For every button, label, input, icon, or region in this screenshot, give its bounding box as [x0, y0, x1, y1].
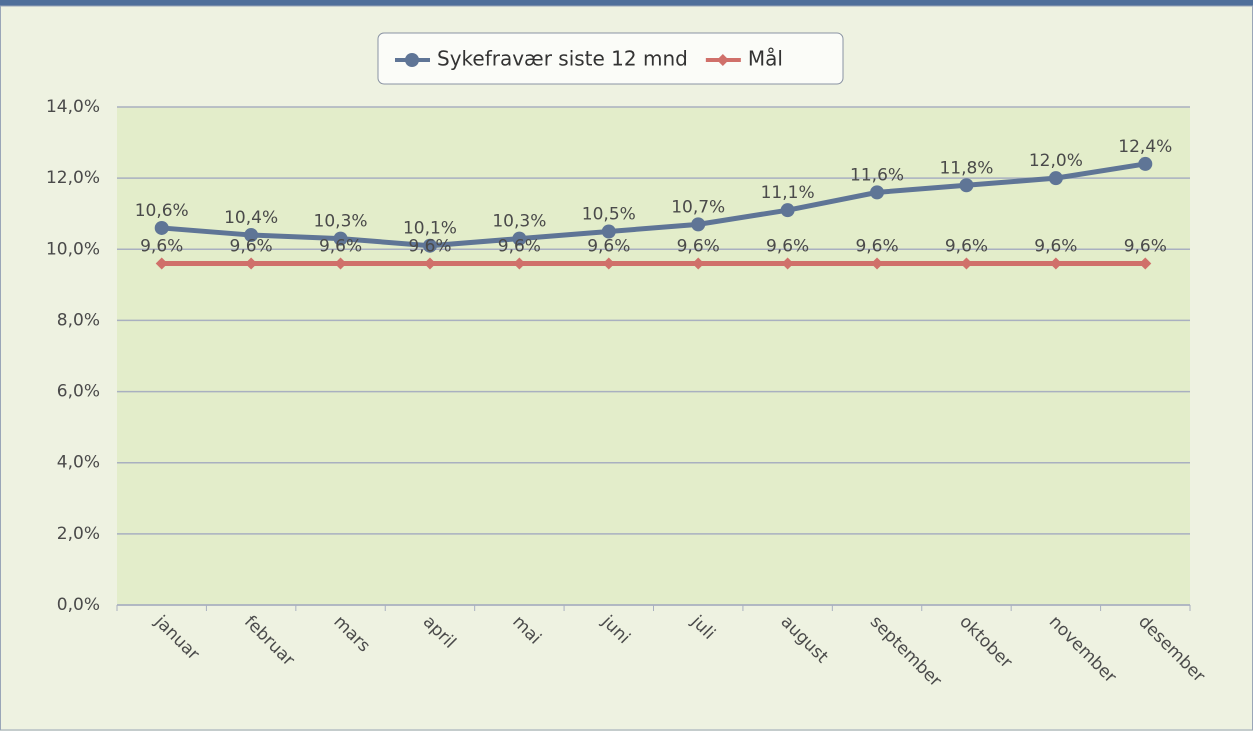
point: [512, 231, 527, 246]
data-label: 9,6%: [140, 237, 183, 257]
point: [154, 220, 169, 235]
data-label: 9,6%: [587, 237, 630, 257]
point: [692, 257, 705, 270]
data-label: 10,3%: [314, 212, 368, 232]
y-tick-label: 2,0%: [57, 524, 100, 544]
point: [333, 231, 348, 246]
y-tick-label: 10,0%: [46, 239, 100, 259]
data-label: 10,3%: [492, 212, 546, 232]
plot-area: [117, 107, 1190, 605]
point: [691, 217, 706, 232]
point: [601, 224, 616, 239]
legend-label: Mål: [748, 47, 783, 71]
data-label: 12,4%: [1118, 137, 1172, 157]
data-label: 9,6%: [677, 237, 720, 257]
series-line: [161, 161, 1146, 249]
point: [405, 53, 419, 67]
point: [155, 257, 168, 270]
point: [334, 257, 347, 270]
data-label: 9,6%: [1124, 237, 1167, 257]
point: [1048, 171, 1063, 186]
data-label: 10,7%: [671, 197, 725, 217]
point: [960, 257, 973, 270]
y-tick-label: 8,0%: [57, 310, 100, 330]
y-tick-label: 4,0%: [57, 453, 100, 473]
point: [513, 257, 526, 270]
data-label: 12,0%: [1029, 151, 1083, 171]
data-label: 9,6%: [319, 237, 362, 257]
data-label: 11,8%: [939, 158, 993, 178]
point: [1049, 257, 1062, 270]
data-label: 11,6%: [850, 165, 904, 185]
data-label: 9,6%: [766, 237, 809, 257]
point: [716, 54, 729, 66]
point: [423, 257, 436, 270]
legend: [377, 32, 844, 85]
y-tick-label: 0,0%: [57, 595, 100, 615]
point: [870, 185, 885, 200]
point: [780, 203, 795, 218]
point: [871, 257, 884, 270]
data-label: 10,1%: [403, 219, 457, 239]
data-label: 9,6%: [945, 237, 988, 257]
data-label: 9,6%: [498, 237, 541, 257]
data-label: 10,6%: [135, 201, 189, 221]
data-label: 9,6%: [230, 237, 273, 257]
data-label: 10,5%: [582, 205, 636, 225]
point: [244, 228, 259, 243]
legend-label: Sykefravær siste 12 mnd: [437, 47, 688, 71]
y-tick-label: 14,0%: [46, 97, 100, 117]
y-tick-label: 6,0%: [57, 382, 100, 402]
data-label: 9,6%: [855, 237, 898, 257]
point: [422, 238, 437, 253]
point: [959, 178, 974, 193]
point: [245, 257, 258, 270]
data-label: 10,4%: [224, 208, 278, 228]
data-label: 11,1%: [761, 183, 815, 203]
top-border: [0, 0, 1253, 6]
y-tick-label: 12,0%: [46, 168, 100, 188]
data-label: 9,6%: [408, 237, 451, 257]
point: [1139, 257, 1152, 270]
point: [1138, 156, 1153, 171]
point: [602, 257, 615, 270]
data-label: 9,6%: [1034, 237, 1077, 257]
point: [781, 257, 794, 270]
